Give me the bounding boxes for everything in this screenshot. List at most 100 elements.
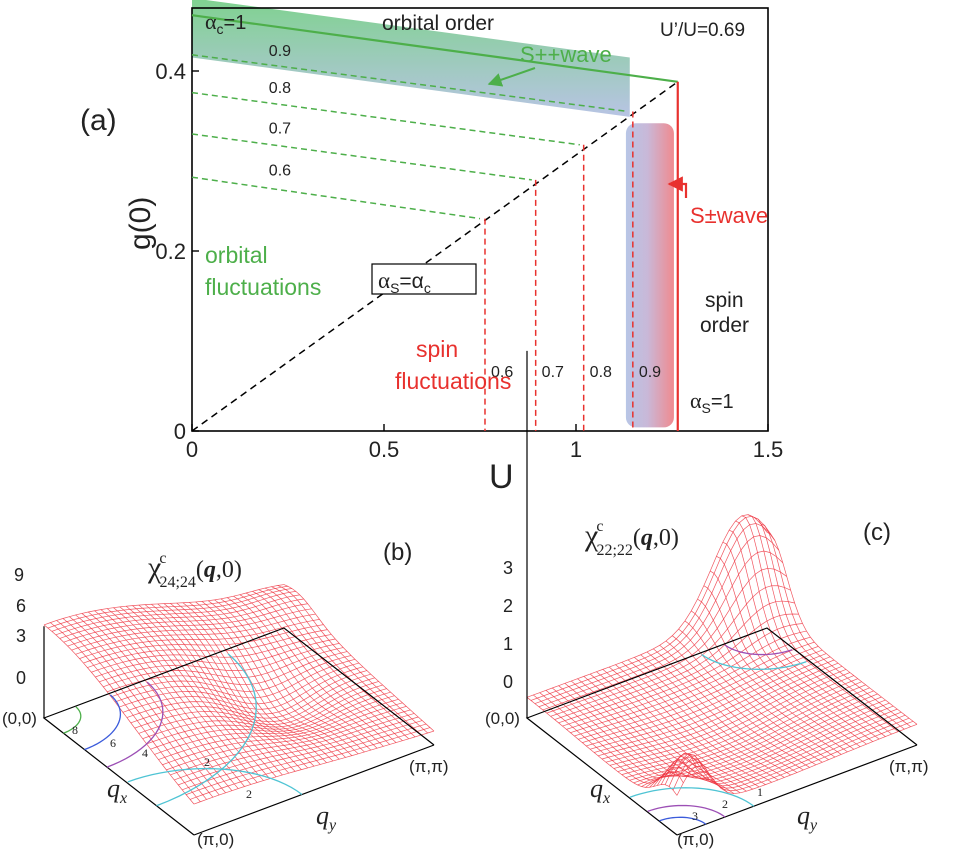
mesh-line-u <box>283 584 435 732</box>
floor-contour <box>647 804 726 818</box>
mesh-line-u <box>684 620 836 758</box>
x-tick-label: 0 <box>186 437 198 462</box>
orbital-fluctuations-line2: fluctuations <box>205 274 321 300</box>
b-contour-label-8: 8 <box>72 723 78 737</box>
susceptibility-24-surface-panel: (b) χc 24;24(q,0) 9 6 3 0 (0,0) (π,0) (π,… <box>2 539 449 849</box>
alpha-c-equals-1-label: αc=1 <box>205 9 246 37</box>
spin-contour-label-0.8: 0.8 <box>590 364 612 381</box>
mesh-line-u <box>176 602 327 763</box>
mesh-line-v <box>621 681 862 775</box>
mesh-line-v <box>605 669 847 763</box>
mesh-line-u <box>703 585 855 750</box>
floor-edge <box>676 744 918 836</box>
floor-contour <box>84 694 122 751</box>
surface-axes <box>42 626 435 836</box>
orbital-fluctuations-line1: orbital <box>205 242 268 268</box>
mesh-line-u <box>271 586 422 736</box>
orbital-boundary-line <box>191 14 678 83</box>
y-tick-label: 0.2 <box>155 239 186 264</box>
mesh-line-v <box>130 673 371 724</box>
b-ztick-6: 6 <box>16 596 26 616</box>
region-orbital-order: orbital order <box>382 12 494 35</box>
mesh-line-u <box>182 602 334 762</box>
mesh-line-u <box>163 603 315 767</box>
mesh-line-u <box>678 628 829 760</box>
s-plus-plus-arrow <box>487 67 536 87</box>
mesh-line-u <box>207 600 359 755</box>
c-ztick-2: 2 <box>503 596 513 616</box>
mesh-line-v <box>656 708 898 786</box>
floor-contour <box>701 653 807 670</box>
mesh-line-u <box>735 520 886 737</box>
orbital-contour-label-0.8: 0.8 <box>269 80 291 97</box>
s-plus-minus-arrow <box>667 176 688 198</box>
c-ztick-0: 0 <box>503 672 513 692</box>
mesh-line-u <box>277 585 428 734</box>
spin-order-line2: order <box>700 314 749 337</box>
b-corner-pi-0: (π,0) <box>197 830 234 849</box>
mesh-line-u <box>766 532 918 725</box>
mesh-line-v <box>170 709 411 776</box>
mesh-line-u <box>220 598 372 751</box>
floor-contour <box>127 767 303 796</box>
c-qy-label: qy <box>797 801 818 834</box>
mesh-line-v <box>586 653 827 747</box>
b-qx-label: qx <box>107 774 127 807</box>
floor-outline <box>525 627 918 836</box>
mesh-line-u <box>697 598 848 753</box>
mesh-line-v <box>138 681 379 734</box>
c-ztick-3: 3 <box>503 558 513 578</box>
c-contour-label-2: 2 <box>722 797 728 811</box>
y-axis-label: g(0) <box>124 197 157 250</box>
spin-fluctuations-line1: spin <box>416 336 458 362</box>
mesh-line-v <box>189 727 431 800</box>
y-tick-label: 0 <box>174 419 186 444</box>
surface-mesh <box>526 514 918 796</box>
mesh-line-v <box>590 656 831 750</box>
b-ztick-0: 0 <box>16 668 26 688</box>
mesh-line-u <box>760 523 911 728</box>
spm-wave-band <box>625 123 674 428</box>
c-contour-label-3: 3 <box>692 809 698 823</box>
mesh-line-v <box>166 706 407 771</box>
mesh-line-u <box>233 595 384 747</box>
phase-lines: 0.9 0.8 0.7 0.6 0.6 0.7 0.8 0.9 <box>191 14 679 432</box>
mesh-line-v <box>617 678 858 772</box>
mesh-line-u <box>195 601 346 758</box>
b-contour-label-4: 4 <box>142 746 148 760</box>
mesh-line-v <box>126 670 367 718</box>
mesh-line-v <box>664 714 906 787</box>
mesh-line-u <box>754 517 905 730</box>
surface-axes <box>525 350 918 836</box>
b-qy-label: qy <box>316 801 337 834</box>
phase-diagram-panel: 0.9 0.8 0.7 0.6 0.6 0.7 0.8 0.9 0 0.5 1 1.5 0 0.2 0.4… <box>80 0 783 496</box>
mesh-line-v <box>566 630 807 730</box>
surface-mesh <box>43 584 435 805</box>
orbital-contour-0.8 <box>191 91 580 146</box>
floor-outline <box>42 627 435 836</box>
spin-order-line1: spin <box>705 289 744 312</box>
c-corner-origin: (0,0) <box>485 709 520 728</box>
mesh-line-v <box>185 723 427 795</box>
mesh-line-v <box>146 688 387 745</box>
susceptibility-22-surface-panel: (c) χc 22;22(q,0) 3 2 1 0 (0,0) (π,0) (π,… <box>485 350 929 849</box>
mesh-line-u <box>264 587 416 738</box>
mesh-line-v <box>158 698 399 760</box>
spin-fluctuations-line2: fluctuations <box>395 368 511 394</box>
spin-contour-label-0.7: 0.7 <box>542 364 564 381</box>
orbital-contour-0.6 <box>191 176 481 220</box>
s-plus-minus-wave-label: S±wave <box>690 203 768 228</box>
b-contour-label-6: 6 <box>110 736 116 750</box>
mesh-line-v <box>162 702 403 766</box>
mesh-line-u <box>653 648 804 771</box>
mesh-line-v <box>142 684 383 740</box>
orbital-contour-label-0.9: 0.9 <box>269 43 291 60</box>
mesh-line-v <box>668 717 910 789</box>
alpha-s-equals-1-label: αS=1 <box>690 388 734 416</box>
mesh-line-v <box>174 713 415 781</box>
mesh-line-u <box>226 597 378 749</box>
mesh-line-v <box>122 666 364 713</box>
y-tick-label: 0.4 <box>155 59 186 84</box>
c-ztick-1: 1 <box>503 634 513 654</box>
